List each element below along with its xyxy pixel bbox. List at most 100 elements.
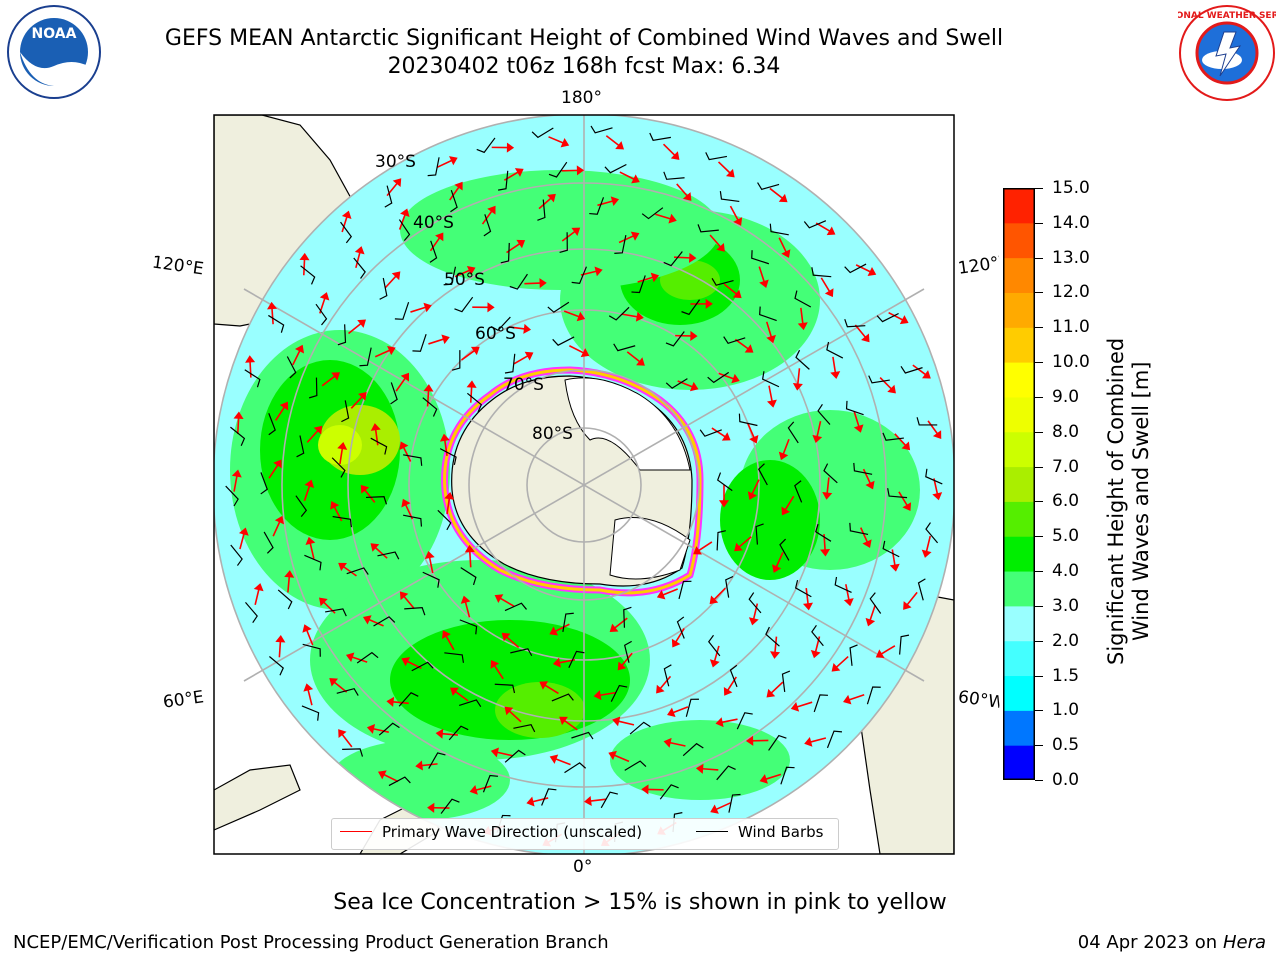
wave-arrow-shaft [816, 421, 822, 437]
wind-barb [716, 472, 733, 492]
wind-barb [811, 267, 832, 278]
wind-barb [394, 302, 410, 320]
wave-arrow-head [921, 549, 932, 558]
wave-arrow-head [902, 502, 912, 511]
wave-arrow-head [399, 591, 409, 601]
wind-barb [571, 731, 594, 740]
wave-arrow-shaft [738, 536, 752, 548]
colorbar-band [1003, 466, 1035, 502]
wave-arrow-head [399, 441, 409, 451]
wave-arrow-head [865, 617, 876, 627]
wave-arrow-head [584, 795, 592, 806]
wave-arrow-shaft [711, 427, 726, 438]
colorbar-tick [1035, 292, 1043, 294]
wave-arrow-head [731, 373, 740, 384]
wave-arrow-head [766, 334, 776, 344]
wave-arrow-shaft [835, 655, 849, 668]
wave-arrow-shaft [869, 604, 876, 621]
wave-arrow-head [671, 638, 681, 648]
wind-barb [490, 316, 511, 331]
wind-barb [826, 730, 843, 749]
wave-arrow-head [656, 590, 666, 600]
wave-arrow-shaft [800, 307, 804, 324]
wave-arrow-head [693, 546, 702, 555]
wind-barb [504, 749, 526, 763]
wave-arrow-head [313, 425, 323, 435]
wave-arrow-head [305, 536, 316, 545]
wave-arrow-head [273, 459, 282, 469]
wave-arrow-shaft [499, 597, 515, 607]
lat-label-30s: 30°S [375, 152, 416, 172]
wind-barb [443, 266, 457, 286]
wind-barb [887, 488, 908, 499]
wave-arrow-head [487, 205, 496, 215]
wave-arrow-head [710, 804, 719, 814]
wind-barb [404, 607, 426, 616]
wave-arrow-head [549, 626, 559, 636]
wave-arrow-head [723, 686, 733, 696]
wind-barb [428, 752, 446, 769]
wave-arrow-shaft [619, 171, 635, 180]
wave-arrow-head [887, 384, 896, 394]
wave-arrow-head [843, 694, 852, 705]
wave-arrow-head [231, 469, 242, 478]
antarctica [441, 366, 704, 597]
wind-barb [337, 324, 347, 346]
wave-arrow-head [454, 181, 463, 191]
wind-barb [412, 334, 427, 352]
wave-arrow-head [360, 484, 370, 494]
wind-barb [336, 687, 359, 696]
wind-barb [366, 496, 388, 505]
wave-arrow-shaft [461, 349, 475, 361]
wave-arrow-shaft [493, 664, 504, 680]
wave-arrow-head [636, 357, 645, 366]
wave-arrow-head [867, 266, 877, 277]
lat-label-60s: 60°S [475, 324, 516, 344]
wind-barb [917, 578, 926, 601]
wave-arrow-head [330, 501, 340, 510]
wave-arrow-head [559, 716, 568, 726]
nws-logo-text: NATIONAL WEATHER SERVICE [1178, 11, 1276, 21]
wind-barb [663, 171, 685, 180]
wave-arrow-shaft [321, 375, 336, 387]
wave-arrow-shaft [341, 733, 353, 748]
wind-barb [711, 278, 734, 286]
colorbar-tick-label: 11.0 [1052, 317, 1090, 338]
wind-barb [340, 221, 353, 244]
wave-arrow-head [792, 382, 803, 391]
wind-barb [707, 371, 730, 384]
wave-arrow-shaft [446, 498, 451, 515]
wave-arrow-shaft [912, 364, 927, 376]
wave-arrow-head [449, 156, 458, 166]
wave-arrow-head [284, 570, 295, 578]
wind-barb [459, 699, 482, 707]
wave-arrow-shaft [752, 603, 759, 620]
wave-arrow-shaft [675, 628, 685, 643]
wind-barb [641, 207, 664, 220]
wave-arrow-shaft [925, 535, 932, 552]
wave-arrow-shaft [428, 338, 444, 345]
wave-arrow-shaft [239, 533, 245, 550]
wave-arrow-head [516, 239, 526, 249]
wind-barb [845, 400, 864, 416]
wind-barb [925, 522, 939, 544]
colorbar-band [1003, 396, 1035, 433]
wind-barb [379, 277, 388, 300]
wind-barb [882, 540, 900, 558]
lon-label-0: 0° [573, 857, 593, 877]
wave-arrow-head [331, 372, 340, 381]
wave-arrow-head [820, 548, 831, 557]
colorbar-tick-label: 9.0 [1052, 386, 1080, 407]
wave-arrow-shaft [403, 595, 415, 610]
wave-arrow-head [427, 802, 435, 813]
colorbar-band [1003, 501, 1035, 537]
wind-barb [296, 435, 305, 458]
wave-arrow-head [442, 630, 451, 640]
wave-arrow-shaft [275, 406, 286, 421]
wind-barb [663, 664, 672, 687]
wave-arrow-shaft [713, 587, 726, 601]
wave-arrow-head [337, 441, 348, 450]
wind-barb [665, 331, 685, 347]
wave-arrow-head [663, 737, 672, 748]
